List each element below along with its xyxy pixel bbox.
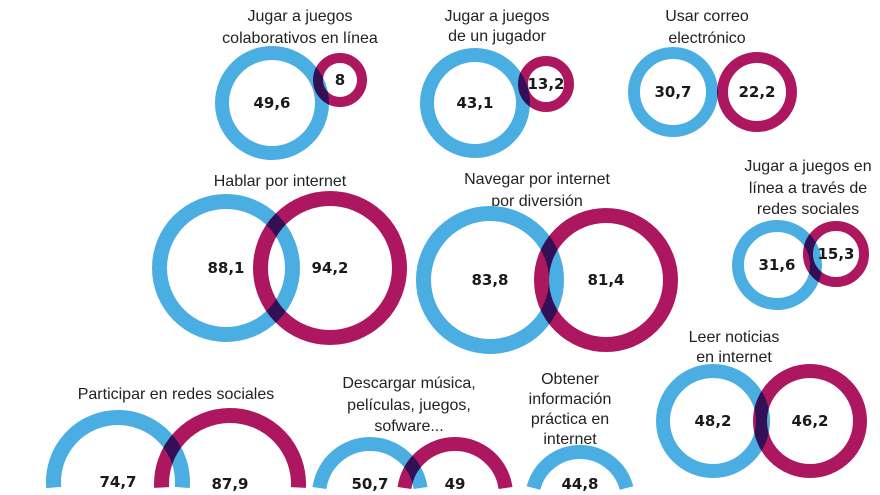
value-label: 44,8	[561, 475, 598, 493]
bubble-group: Usar correo electrónico 30,7 22,2	[628, 8, 797, 137]
group-title-line: redes sociales	[757, 201, 859, 218]
bubble-group: Jugar a juegos de un jugador 43,1 13,2	[420, 8, 574, 158]
group-title-line: Jugar a juegos	[248, 8, 353, 25]
magenta-circle	[313, 53, 367, 107]
value-label: 50,7	[351, 475, 388, 493]
magenta-circle	[253, 191, 407, 345]
bubble-group: Jugar a juegos colaborativos en línea 49,6…	[215, 8, 378, 160]
value-label: 46,2	[791, 412, 828, 430]
group-title-line: Usar correo	[665, 8, 749, 25]
group-title-line: por diversión	[491, 193, 583, 210]
group-title-line: de un jugador	[448, 28, 547, 45]
group-title-line: Hablar por internet	[214, 173, 347, 190]
value-label: 88,1	[207, 259, 244, 277]
group-title-line: internet	[543, 431, 597, 448]
value-label: 30,7	[654, 83, 691, 101]
group-title-line: Navegar por internet	[464, 171, 610, 188]
group-title-line: en internet	[696, 349, 772, 366]
group-title-line: colaborativos en línea	[222, 30, 378, 47]
blue-circle	[526, 445, 634, 491]
magenta-circle	[717, 52, 797, 132]
group-title-line: electrónico	[668, 30, 745, 47]
value-label: 81,4	[587, 271, 624, 289]
group-title-line: Obtener	[541, 371, 599, 388]
blue-circle	[628, 47, 718, 137]
blue-circle	[152, 194, 300, 342]
group-title-line: Jugar a juegos en	[744, 158, 871, 175]
value-label: 83,8	[471, 271, 508, 289]
magenta-circle	[397, 437, 513, 490]
value-label: 15,3	[817, 245, 854, 263]
group-title-line: Leer noticias	[689, 329, 780, 346]
value-label: 49,6	[253, 94, 290, 112]
value-label: 87,9	[211, 475, 248, 493]
blue-circle	[420, 48, 530, 158]
bubble-group: Participar en redes sociales 74,7 87,9	[46, 386, 306, 493]
bubble-group: Jugar a juegos en línea a través de redes …	[732, 158, 872, 310]
group-title-line: sofware...	[374, 418, 443, 435]
group-title-line: información	[529, 391, 612, 408]
magenta-circle	[534, 208, 678, 352]
value-label: 94,2	[311, 259, 348, 277]
bubble-group: Obtener información práctica en internet 44,…	[526, 371, 634, 493]
value-label: 49	[445, 475, 466, 493]
group-title-line: Participar en redes sociales	[78, 386, 275, 403]
magenta-circle	[803, 221, 869, 287]
group-title-line: Descargar música,	[342, 375, 475, 392]
blue-circle	[732, 220, 822, 310]
blue-circle	[215, 46, 329, 160]
blue-circle	[416, 206, 564, 354]
group-title-line: línea a través de	[749, 180, 867, 197]
bubble-group: Leer noticias en internet 48,2 46,2	[656, 329, 867, 478]
value-label: 31,6	[758, 256, 795, 274]
group-title-line: práctica en	[531, 411, 609, 428]
bubble-group: Hablar por internet 88,1 94,2	[152, 173, 407, 345]
blue-circle	[46, 410, 190, 489]
value-label: 48,2	[694, 412, 731, 430]
group-title-line: Jugar a juegos	[445, 8, 550, 25]
value-label: 13,2	[527, 75, 564, 93]
bubble-group: Navegar por internet por diversión 83,8 81,…	[416, 171, 678, 354]
magenta-circle	[753, 364, 867, 478]
value-label: 22,2	[738, 83, 775, 101]
bubble-group: Descargar música, películas, juegos, sofwa…	[312, 375, 513, 493]
value-label: 43,1	[456, 94, 493, 112]
magenta-circle	[154, 408, 306, 488]
value-label: 8	[335, 71, 345, 89]
magenta-circle	[518, 56, 574, 112]
value-label: 74,7	[99, 473, 136, 491]
group-title-line: películas, juegos,	[347, 397, 471, 414]
